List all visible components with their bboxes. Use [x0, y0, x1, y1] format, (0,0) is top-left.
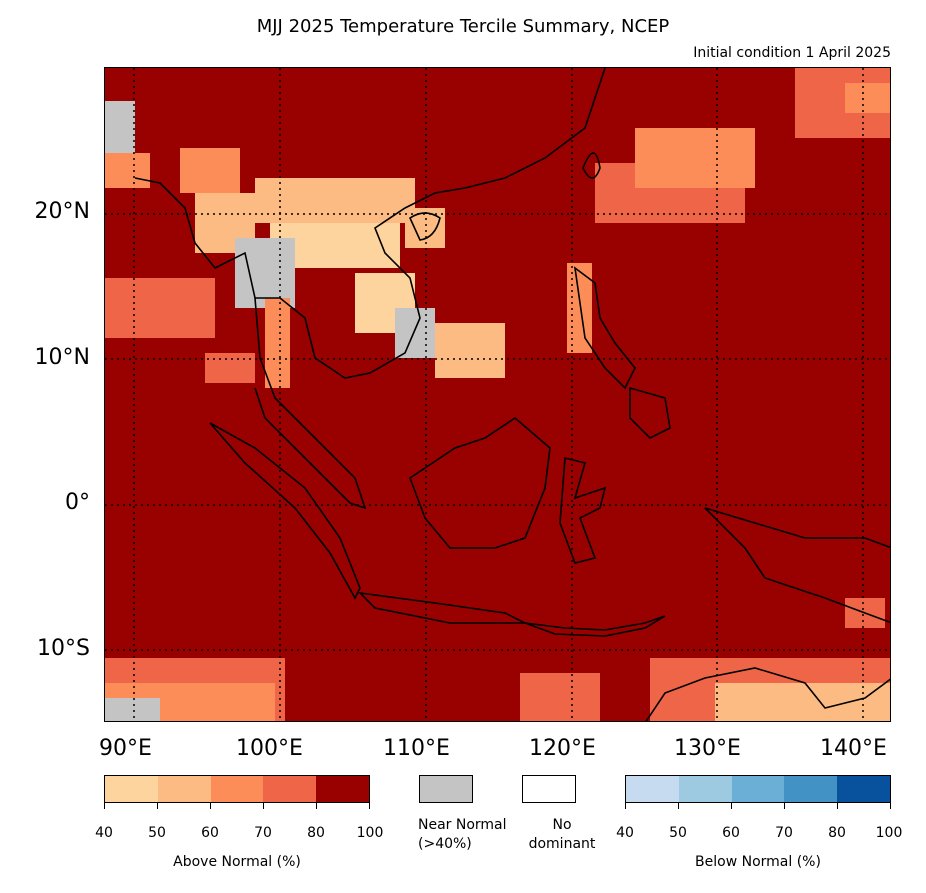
coast-north-australia — [645, 667, 890, 721]
island-luzon — [573, 266, 636, 390]
island-hainan — [408, 212, 441, 241]
near-normal-patch-thai — [235, 238, 295, 308]
probability-patches — [105, 68, 890, 721]
island-sumatra — [209, 422, 361, 600]
lat-label-10n: 10°N — [34, 345, 90, 370]
lat-label-equator: 0° — [65, 490, 90, 515]
island-sulawesi — [559, 456, 607, 564]
lon-label-140e: 140°E — [820, 736, 887, 761]
colorbar-tickmark — [625, 803, 626, 809]
below-normal-colorbar — [625, 775, 891, 803]
colorbar-tickmark — [784, 803, 785, 809]
above-tick-50: 50 — [148, 825, 166, 841]
patch-peninsula — [265, 298, 290, 388]
coastlines — [134, 68, 890, 721]
above-tick-70: 70 — [254, 825, 272, 841]
patch-north-australia-core — [715, 683, 890, 721]
gridlines — [105, 68, 890, 721]
patch-myanmar — [180, 148, 240, 193]
patch-bay-of-bengal — [105, 278, 215, 338]
lon-label-90e: 90°E — [99, 736, 152, 761]
below-normal-swatch-5 — [837, 776, 890, 802]
above-normal-swatch-5 — [316, 776, 369, 802]
patch-himalaya — [105, 153, 150, 188]
below-normal-swatch-4 — [784, 776, 838, 802]
colorbar-tickmark — [263, 803, 264, 809]
below-tick-60: 60 — [722, 825, 740, 841]
below-normal-label: Below Normal (%) — [695, 854, 821, 870]
above-tick-60: 60 — [201, 825, 219, 841]
colorbar-tickmark — [210, 803, 211, 809]
near-normal-patch-sio — [105, 698, 160, 721]
below-tick-50: 50 — [669, 825, 687, 841]
island-new-guinea — [704, 507, 890, 624]
no-dominant-label: No dominant — [528, 817, 596, 852]
patch-andaman — [205, 353, 255, 383]
lon-label-130e: 130°E — [674, 736, 741, 761]
above-tick-80: 80 — [307, 825, 325, 841]
above-normal-swatch-4 — [263, 776, 317, 802]
islands-nusa-tenggara — [524, 615, 666, 637]
colorbar-tickmark — [157, 803, 158, 809]
below-tick-80: 80 — [828, 825, 846, 841]
colorbar-tickmark — [731, 803, 732, 809]
patch-pacific-ne-core — [845, 83, 890, 113]
lon-label-100e: 100°E — [236, 736, 303, 761]
coast-mainland-west — [134, 177, 367, 510]
island-taiwan — [582, 152, 601, 179]
patch-nw-pacific-core — [635, 128, 755, 188]
colorbar-tickmark — [104, 803, 105, 809]
near-normal-swatch — [419, 775, 473, 803]
patch-thailand-north — [255, 178, 415, 223]
island-mindanao — [629, 386, 671, 439]
colorbar-tickmark — [678, 803, 679, 809]
above-tick-100: 100 — [356, 825, 384, 841]
lon-label-120e: 120°E — [529, 736, 596, 761]
near-normal-patch-vietnam — [395, 308, 435, 358]
below-normal-swatch-1 — [626, 776, 679, 802]
above-tick-40: 40 — [95, 825, 113, 841]
colorbar-tickmark — [369, 803, 370, 809]
no-dominant-swatch — [522, 775, 576, 803]
below-tick-100: 100 — [875, 825, 903, 841]
map-title: MJJ 2025 Temperature Tercile Summary, NC… — [256, 16, 670, 37]
above-normal-swatch-2 — [157, 776, 211, 802]
patch-timor-sea — [520, 673, 600, 721]
lat-label-10s: 10°S — [37, 636, 90, 661]
above-normal-swatch-1 — [105, 776, 158, 802]
below-normal-swatch-2 — [678, 776, 732, 802]
colorbar-tickmark — [890, 803, 891, 809]
map-subtitle: Initial condition 1 April 2025 — [693, 45, 891, 61]
lat-label-20n: 20°N — [34, 199, 90, 224]
patch-scs-west — [435, 323, 505, 378]
near-normal-label: Near Normal (>40%) — [418, 817, 507, 852]
above-normal-swatch-3 — [210, 776, 264, 802]
below-tick-70: 70 — [775, 825, 793, 841]
colorbar-tickmark — [316, 803, 317, 809]
lon-label-110e: 110°E — [383, 736, 450, 761]
above-normal-label: Above Normal (%) — [173, 854, 301, 870]
coast-mainland-east — [255, 68, 606, 379]
below-tick-40: 40 — [616, 825, 634, 841]
map-panel — [104, 67, 891, 722]
map-canvas — [105, 68, 890, 721]
colorbar-tickmark — [837, 803, 838, 809]
below-normal-swatch-3 — [731, 776, 785, 802]
patch-philippines — [567, 263, 592, 353]
above-normal-colorbar — [104, 775, 370, 803]
island-borneo — [409, 416, 551, 549]
